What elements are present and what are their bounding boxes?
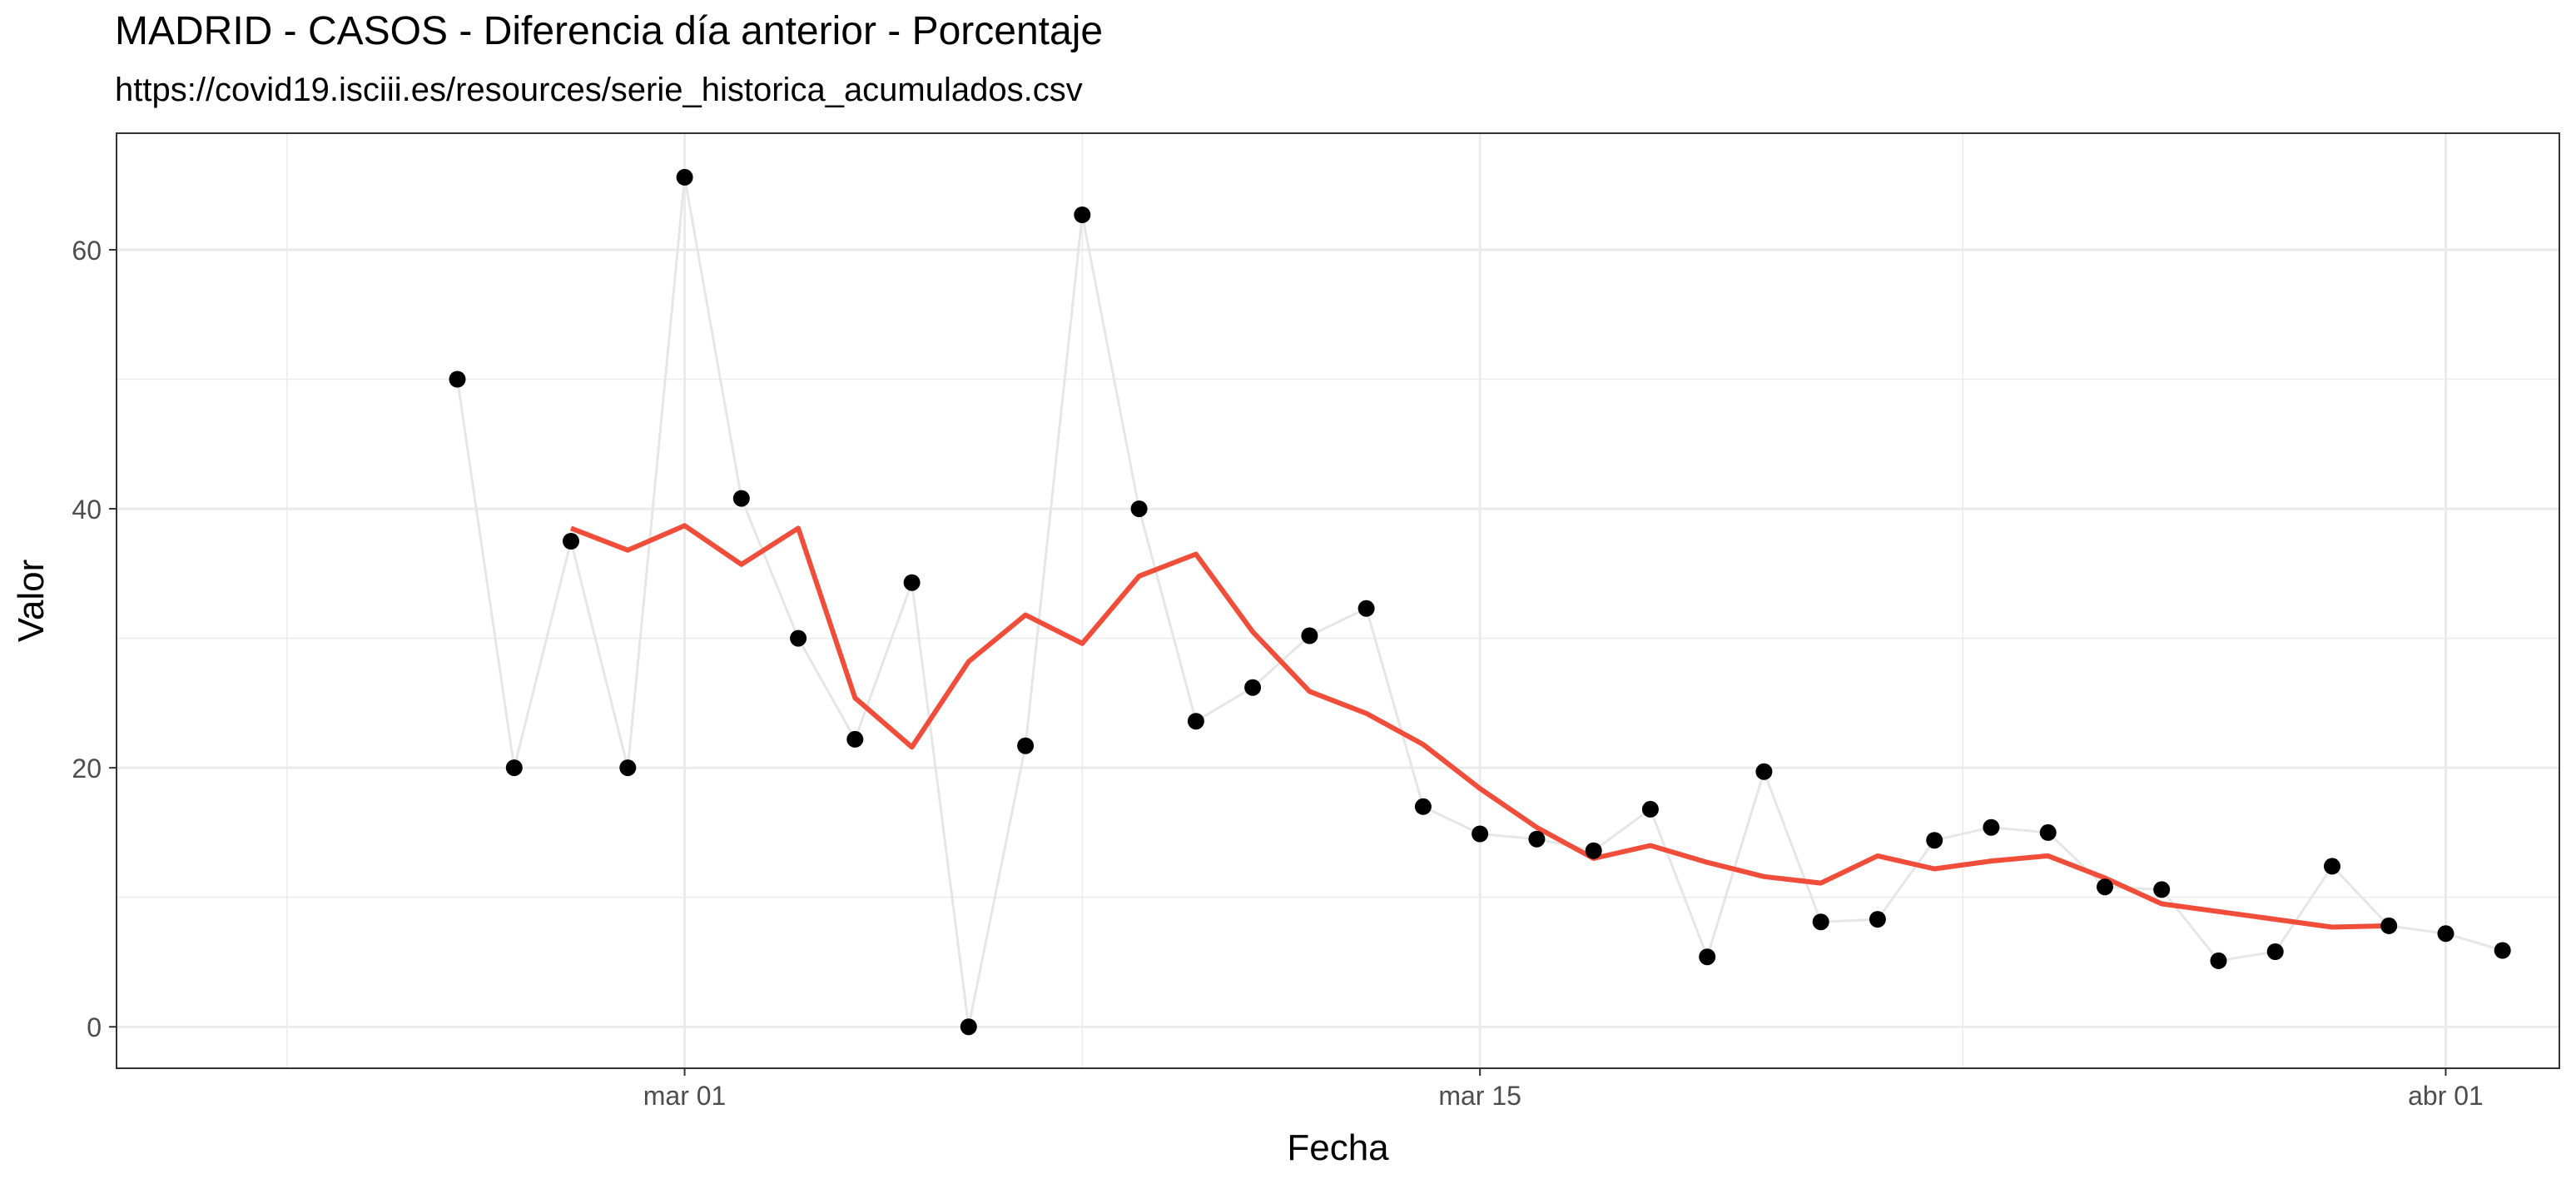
data-point [1472, 825, 1489, 843]
data-point [2380, 917, 2398, 934]
data-point [1641, 800, 1659, 818]
plot-panel-border [116, 132, 2560, 1069]
data-point [2324, 858, 2340, 875]
data-point [1926, 832, 1943, 849]
y-tick-label: 40 [72, 495, 102, 525]
data-point [2494, 942, 2511, 959]
data-point [563, 533, 579, 550]
y-tick-label: 20 [72, 754, 102, 784]
data-point [2437, 925, 2454, 943]
data-point [1585, 842, 1602, 859]
data-point [1074, 206, 1091, 223]
x-tick-label: mar 01 [643, 1081, 727, 1111]
smoothed-series-line [569, 523, 2390, 930]
tick-labels: 0 20 40 60 mar 01 mar 15 abr 01 [72, 236, 2483, 1111]
data-point [676, 168, 693, 186]
y-tick-label: 0 [87, 1012, 102, 1042]
x-tick-label: mar 15 [1438, 1081, 1521, 1111]
data-point [619, 759, 637, 777]
data-point [1357, 599, 1375, 617]
major-gridlines [117, 133, 2559, 1068]
data-point [2097, 878, 2113, 896]
data-point [960, 1018, 977, 1036]
data-point [1812, 913, 1829, 931]
data-point [1017, 737, 1035, 754]
data-point [1130, 500, 1148, 518]
data-point [790, 629, 807, 647]
data-point [1187, 713, 1204, 730]
data-point [1869, 911, 1886, 928]
data-point [505, 759, 523, 777]
data-point [2039, 823, 2057, 841]
chart-title: MADRID - CASOS - Diferencia día anterior… [115, 9, 1104, 53]
data-point [1755, 763, 1773, 780]
chart-subtitle: https://covid19.isciii.es/resources/seri… [115, 72, 1083, 108]
y-axis-title: Valor [11, 560, 52, 642]
data-point [903, 574, 921, 591]
x-tick-label: abr 01 [2408, 1081, 2484, 1111]
y-tick-label: 60 [72, 236, 102, 266]
data-point [449, 371, 466, 388]
data-point [1983, 818, 2000, 836]
data-point [2153, 881, 2171, 898]
x-axis-title: Fecha [1287, 1127, 1389, 1168]
data-point [1528, 830, 1546, 848]
data-point [2210, 952, 2227, 969]
data-point [732, 490, 750, 507]
data-point [846, 730, 864, 748]
smoothed-series [569, 523, 2390, 930]
data-point [1699, 948, 1716, 966]
data-point [1244, 679, 1262, 696]
data-points [449, 168, 2511, 1036]
data-point [2266, 943, 2284, 960]
axis-ticks [109, 248, 2447, 1076]
data-point [1414, 798, 1432, 815]
data-point [1301, 627, 1318, 644]
